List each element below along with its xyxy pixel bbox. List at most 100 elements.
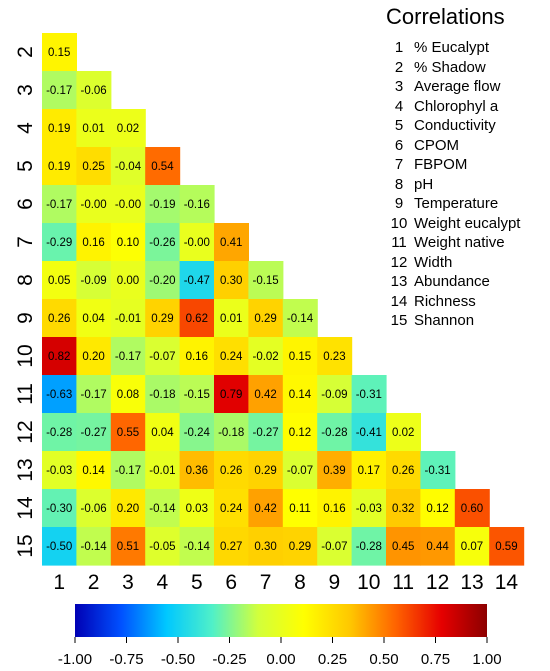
heatmap-cell [282,299,318,338]
row-tick-label: 8 [14,274,37,286]
heatmap-cell [42,71,77,110]
cell-value-label: 0.60 [461,503,483,515]
legend-item-number: 5 [394,117,404,134]
heatmap-cell [282,337,318,376]
heatmap-cell [248,489,284,528]
legend-item: 10 Weight eucalypt [384,214,521,234]
heatmap-cell [42,261,77,300]
row-axis-labels: 2 3 4 5 6 7 8 9 10 11 12 13 14 15 [14,46,37,558]
legend-title: Correlations [386,4,505,29]
column-tick-label: 11 [392,571,414,594]
column-tick-label: 7 [260,571,272,594]
heatmap-cell [248,527,284,566]
cell-value-label: 0.26 [220,465,242,477]
heatmap-cell [454,527,490,566]
colorbar-tick-label: 0.50 [369,651,398,668]
column-tick-label: 4 [157,571,169,594]
heatmap-cell [42,299,77,338]
legend-item-label: Weight eucalypt [414,214,521,232]
legend-item-number: 1 [394,39,404,56]
cell-value-label: 0.25 [82,161,104,173]
cell-value-label: -0.30 [46,503,72,515]
row-tick-label: 9 [14,312,37,324]
heatmap-cell [214,527,249,566]
column-tick-label: 2 [88,571,100,594]
legend-item-number: 2 [394,58,404,76]
cell-value-label: -0.14 [149,503,176,515]
heatmap-cell [179,451,215,490]
heatmap-cell [214,413,249,452]
column-tick-label: 6 [225,571,237,594]
column-tick-label: 3 [122,571,134,594]
heatmap-cell [42,185,77,224]
legend-item: 9 Temperature [384,194,520,214]
cell-value-label: 0.11 [289,503,311,515]
heatmap-cell [248,451,284,490]
colorbar [75,604,487,637]
legend-item-number: 3 [394,78,404,95]
cell-value-label: 0.04 [151,427,174,439]
heatmap-cell [110,299,146,338]
cell-value-label: -0.17 [80,389,106,401]
cell-value-label: 0.45 [392,541,414,553]
cell-value-label: -0.17 [115,465,141,477]
heatmap-cell [317,413,353,452]
cell-value-label: -0.31 [424,465,450,477]
heatmap-cell [76,375,112,414]
heatmap-cell [420,451,456,490]
heatmap-cell [42,413,77,452]
cell-value-label: -0.04 [115,161,142,173]
heatmap-cell [282,489,318,528]
cell-value-label: 0.32 [392,503,414,515]
cell-value-label: -0.14 [184,541,211,553]
cell-value-label: 0.02 [117,123,139,135]
heatmap-cell [351,489,387,528]
legend-item-label: FBPOM [414,156,468,173]
heatmap-cell [179,223,215,262]
cell-value-label: -0.63 [46,389,72,401]
cell-value-label: -0.06 [80,503,106,515]
cell-value-label: -0.02 [252,351,278,363]
legend-item-label: % Shadow [414,58,486,76]
heatmap-cell [420,489,456,528]
heatmap-cell [76,185,112,224]
cell-value-label: 0.03 [186,503,208,515]
heatmap-cell [76,451,112,490]
cell-value-label: -0.03 [356,503,382,515]
cell-value-label: 0.19 [48,123,70,135]
heatmap-cell [179,489,215,528]
heatmap-cell [489,527,525,566]
heatmap-cell [145,451,181,490]
column-tick-label: 13 [460,571,483,594]
heatmap-cell [282,451,318,490]
row-tick-label: 13 [14,458,37,481]
heatmap-cell [317,451,353,490]
legend-item: 4 Chlorophyl a [384,97,520,117]
heatmap-cell [386,413,421,452]
heatmap-cell [179,299,215,338]
row-tick-label: 2 [14,46,37,58]
heatmap-cell [42,109,77,148]
legend-item: 12 Width [384,253,520,273]
cell-value-label: -0.50 [46,541,72,553]
cell-value-label: -0.07 [321,541,347,553]
cell-value-label: -0.16 [184,199,210,211]
heatmap-cell [110,337,146,376]
row-tick-label: 4 [14,122,37,134]
legend-item-label: Width [414,253,453,271]
colorbar-tick-label: -1.00 [58,651,92,668]
heatmap-cell [145,185,181,224]
legend-item-label: Richness [414,292,476,310]
heatmap-cell [76,299,112,338]
cell-value-label: 0.54 [151,161,174,173]
heatmap-cell [351,375,387,414]
legend-item-number: 6 [394,136,404,154]
heatmap-cell [145,299,181,338]
heatmap-cell [110,451,146,490]
legend-item: 3 Average flow [384,77,520,97]
cell-value-label: 0.15 [289,351,311,363]
cell-value-label: 0.29 [151,313,173,325]
cell-value-label: -0.28 [321,427,347,439]
cell-value-label: -0.17 [46,199,72,211]
legend-item-label: Weight native [414,234,505,251]
